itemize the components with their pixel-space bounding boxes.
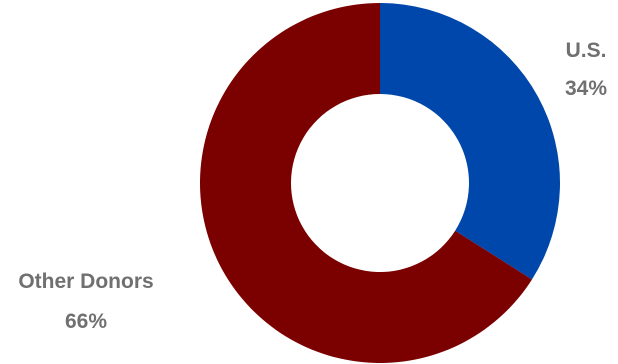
slice-label-other-donors: Other Donors 66% <box>18 270 153 333</box>
donut-slice-u-s <box>380 3 560 280</box>
slice-label-other-donors-percent: 66% <box>65 310 107 333</box>
donut-slice-other-donors <box>200 3 532 363</box>
slice-label-us-name: U.S. <box>566 39 607 62</box>
donut-slices <box>200 3 560 363</box>
slice-label-other-donors-name: Other Donors <box>18 270 153 293</box>
slice-label-us: U.S. 34% <box>565 39 607 100</box>
slice-label-us-percent: 34% <box>565 77 607 100</box>
